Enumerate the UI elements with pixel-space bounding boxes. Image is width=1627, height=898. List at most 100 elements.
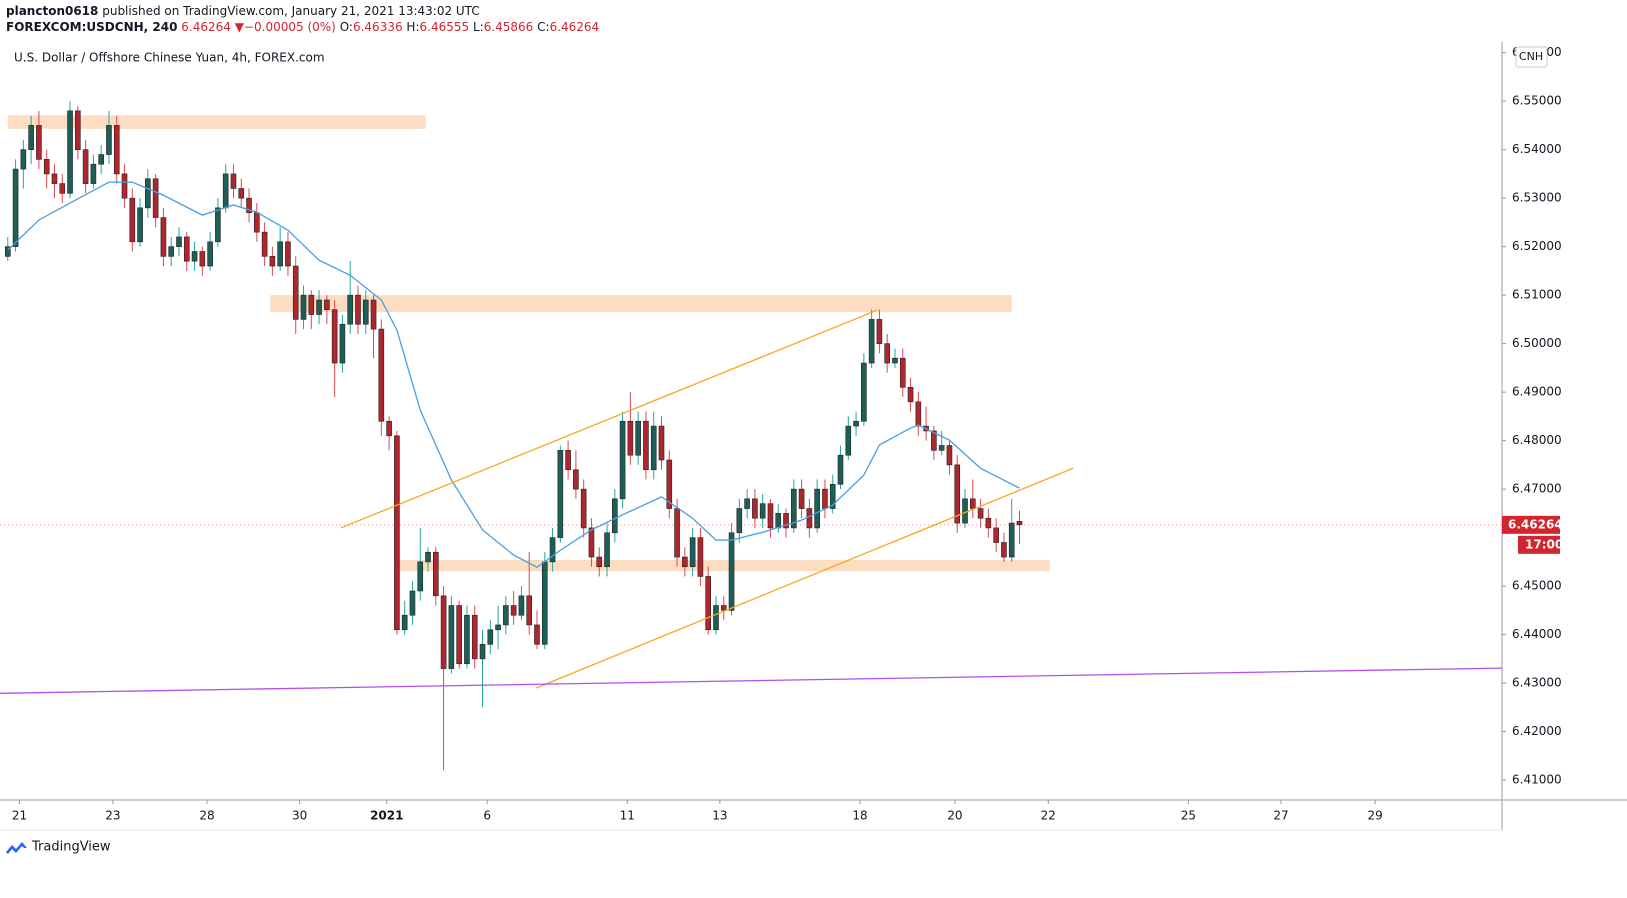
candle-body [168,246,175,257]
candle-body [20,149,27,170]
candle-body [938,445,945,451]
candle-body [705,576,711,631]
candle-body [82,149,89,184]
last-price-label: 6.46264 [1508,517,1563,531]
candle-body [230,173,237,189]
candle-body [254,212,260,233]
candle-body [67,110,73,194]
zone [7,115,426,129]
candle-body [503,605,509,626]
candle-body [969,498,976,509]
candle-body [876,319,883,344]
candle-body [292,265,299,320]
candle-body [1016,521,1023,526]
candle-body [674,508,680,558]
zone [395,559,1050,572]
candle-body [1001,542,1007,558]
candle-body [316,299,322,315]
candle-body [137,207,143,243]
close: 6.46264 [549,20,600,34]
logo-icon [6,842,27,854]
footer-brand: TradingView [31,840,111,855]
candle-body [300,294,307,320]
candle-body [129,197,136,243]
candle-body [931,430,937,451]
candle-body [650,425,657,471]
candle-body [861,362,867,422]
y-tick-label: 6.50000 [1512,336,1562,350]
published: published on TradingView.com, January 21… [102,4,480,18]
candle-body [401,614,408,631]
candle-body [510,605,517,616]
candle-body [495,624,501,631]
candle-body [43,159,50,175]
x-tick-label: 25 [1181,809,1196,823]
candle-body [308,294,315,315]
candle-body [191,251,198,262]
candle-body [658,425,665,461]
x-tick-label: 23 [105,809,120,823]
candle-body [573,469,579,490]
candle-body [518,595,525,616]
candle-body [814,488,820,529]
candle-body [487,629,494,645]
low: 6.45866 [483,20,534,34]
candle-body [596,556,603,568]
change: −0.00005 (0%) [243,20,336,34]
candle-body [822,488,828,509]
candle-body [207,241,213,267]
x-tick-label: 13 [712,809,727,823]
candle-body [339,323,346,364]
candle-body [736,508,743,534]
candle-body [199,251,206,267]
candle-body [269,256,276,267]
candle-body [417,561,424,592]
candle-body [977,508,984,519]
x-tick-label: 27 [1273,809,1288,823]
h-label: H: [406,20,420,34]
y-tick-label: 6.45000 [1512,579,1562,593]
candle-body [471,614,478,660]
candle-body [829,483,836,509]
x-tick-label: 20 [947,809,962,823]
publish-line: plancton0618 published on TradingView.co… [6,3,599,19]
candle-body [152,178,159,218]
x-tick-label: 30 [292,809,307,823]
candle-body [238,188,245,199]
candle-body [215,207,221,243]
candle-body [899,357,906,388]
candle-body [752,498,758,519]
y-tick-label: 6.48000 [1512,433,1562,447]
candle-body [689,537,696,568]
c-label: C: [537,20,550,34]
candle-body [121,173,128,199]
candle-body [565,450,571,471]
candle-body [285,241,291,267]
candle-body [176,236,182,247]
candle-body [720,605,727,611]
candle-body [845,425,852,456]
o-label: O: [339,20,353,34]
candle-body [433,551,439,597]
trend-line [340,309,878,529]
x-tick-label: 21 [12,809,27,823]
candle-body [549,537,556,563]
candle-body [619,420,626,500]
candle-body [580,488,587,529]
candle-body [1008,522,1015,558]
moving-average [7,181,1020,568]
x-tick-label: 18 [852,809,867,823]
candle-body [526,595,533,626]
high: 6.46555 [419,20,470,34]
candle-body [106,125,112,155]
y-tick-label: 6.43000 [1512,676,1562,690]
y-tick-label: 6.41000 [1512,773,1562,787]
candle-body [370,299,377,330]
symbol: FOREXCOM:USDCNH, 240 [6,20,178,34]
candle-body [331,309,338,364]
chart-title: U.S. Dollar / Offshore Chinese Yuan, 4h,… [14,51,325,65]
candle-body [868,319,875,364]
y-tick-label: 6.53000 [1512,191,1562,205]
candle-body [425,551,431,563]
